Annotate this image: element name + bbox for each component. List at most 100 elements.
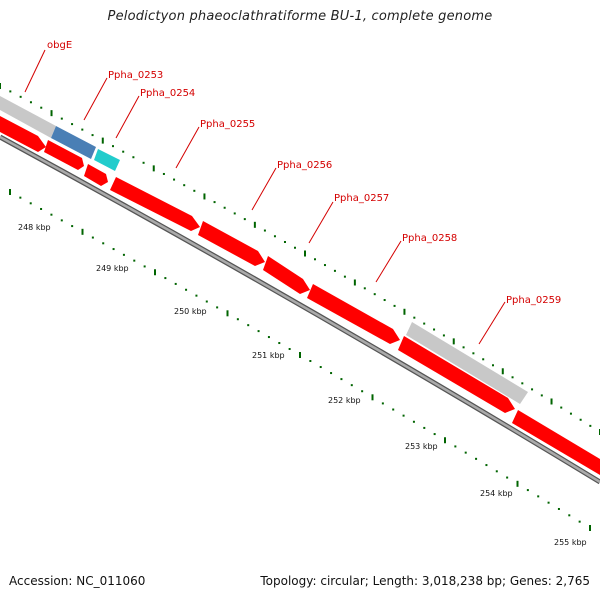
- minor-tick: [263, 229, 266, 232]
- minor-tick: [547, 501, 550, 504]
- minor-tick: [578, 520, 581, 523]
- kbp-label: 254 kbp: [480, 489, 513, 498]
- minor-tick: [526, 489, 529, 492]
- kbp-label: 255 kbp: [554, 538, 587, 547]
- minor-tick: [193, 189, 196, 192]
- major-tick: [299, 352, 301, 358]
- minor-tick: [19, 196, 22, 199]
- minor-tick: [142, 161, 145, 164]
- minor-tick: [392, 408, 395, 411]
- cds-feature[interactable]: [512, 410, 600, 475]
- minor-tick: [506, 476, 509, 479]
- gene-feature-highlight[interactable]: [51, 126, 96, 159]
- kbp-label: 251 kbp: [252, 351, 285, 360]
- minor-tick: [164, 277, 167, 280]
- minor-tick: [442, 334, 445, 337]
- minor-tick: [491, 364, 494, 367]
- major-tick: [101, 137, 104, 144]
- minor-tick: [333, 269, 336, 272]
- minor-tick: [9, 90, 12, 93]
- minor-tick: [423, 322, 426, 325]
- minor-tick: [132, 156, 135, 159]
- minor-tick: [531, 388, 534, 391]
- major-tick: [516, 480, 519, 487]
- minor-tick: [216, 306, 219, 309]
- minor-tick: [29, 202, 32, 205]
- minor-tick: [495, 470, 498, 473]
- cds-feature[interactable]: [307, 284, 400, 344]
- gene-label-obgE: obgE: [47, 40, 72, 51]
- minor-tick: [247, 324, 250, 327]
- major-tick: [9, 189, 11, 195]
- minor-tick: [340, 378, 343, 381]
- minor-tick: [162, 172, 165, 175]
- minor-tick: [330, 372, 333, 375]
- minor-tick: [511, 376, 514, 379]
- gene-label-ppha-0254: Ppha_0254: [140, 88, 195, 99]
- minor-tick: [319, 366, 322, 369]
- cds-feature[interactable]: [398, 336, 515, 413]
- major-tick: [50, 110, 53, 117]
- minor-tick: [195, 294, 198, 297]
- minor-tick: [472, 352, 475, 355]
- minor-tick: [361, 390, 364, 393]
- minor-tick: [393, 304, 396, 307]
- minor-tick: [537, 495, 540, 498]
- minor-tick: [293, 246, 296, 249]
- minor-tick: [482, 358, 485, 361]
- minor-tick: [464, 451, 467, 454]
- minor-tick: [233, 212, 236, 215]
- minor-tick: [243, 218, 246, 221]
- topology-summary: Topology: circular; Length: 3,018,238 bp…: [260, 574, 590, 588]
- gene-label-ppha-0258: Ppha_0258: [402, 233, 457, 244]
- minor-tick: [91, 236, 94, 239]
- gene-feature[interactable]: [406, 322, 528, 404]
- gene-label-leaders: [24, 49, 506, 345]
- major-tick: [403, 308, 406, 315]
- minor-tick: [205, 300, 208, 303]
- cds-feature[interactable]: [84, 164, 108, 186]
- major-tick: [589, 525, 591, 531]
- minor-tick: [568, 514, 571, 517]
- minor-tick: [236, 318, 239, 321]
- minor-tick: [122, 150, 125, 153]
- cds-feature[interactable]: [0, 116, 46, 152]
- major-tick: [550, 398, 553, 405]
- gene-label-ppha-0259: Ppha_0259: [506, 295, 561, 306]
- major-tick: [81, 228, 84, 235]
- major-tick: [152, 165, 155, 172]
- major-tick: [353, 279, 356, 286]
- kbp-label: 248 kbp: [18, 223, 51, 232]
- minor-tick: [423, 426, 426, 429]
- minor-tick: [173, 178, 176, 181]
- minor-tick: [462, 346, 465, 349]
- gene-feature-highlight[interactable]: [94, 149, 120, 171]
- minor-tick: [288, 348, 291, 351]
- minor-tick: [283, 240, 286, 243]
- major-tick: [452, 338, 455, 345]
- minor-tick: [343, 275, 346, 278]
- cds-feature[interactable]: [198, 221, 265, 266]
- major-tick: [501, 368, 504, 375]
- cds-feature[interactable]: [44, 140, 84, 170]
- minor-tick: [540, 394, 543, 397]
- gene-label-ppha-0255: Ppha_0255: [200, 119, 255, 130]
- minor-tick: [350, 384, 353, 387]
- minor-tick: [569, 412, 572, 415]
- minor-tick: [133, 259, 136, 262]
- gene-label-ppha-0253: Ppha_0253: [108, 70, 163, 81]
- major-tick: [154, 269, 156, 276]
- gene-track: [0, 96, 528, 404]
- cds-feature[interactable]: [263, 256, 310, 294]
- gene-label-ppha-0256: Ppha_0256: [277, 160, 332, 171]
- minor-tick: [185, 288, 188, 291]
- minor-tick: [19, 95, 22, 98]
- minor-tick: [60, 219, 63, 222]
- gene-label-ppha-0257: Ppha_0257: [334, 193, 389, 204]
- gene-feature[interactable]: [0, 96, 56, 138]
- minor-tick: [40, 207, 43, 210]
- major-tick: [226, 310, 229, 317]
- kbp-label: 253 kbp: [405, 442, 438, 451]
- cds-feature[interactable]: [110, 177, 200, 231]
- minor-tick: [60, 117, 63, 120]
